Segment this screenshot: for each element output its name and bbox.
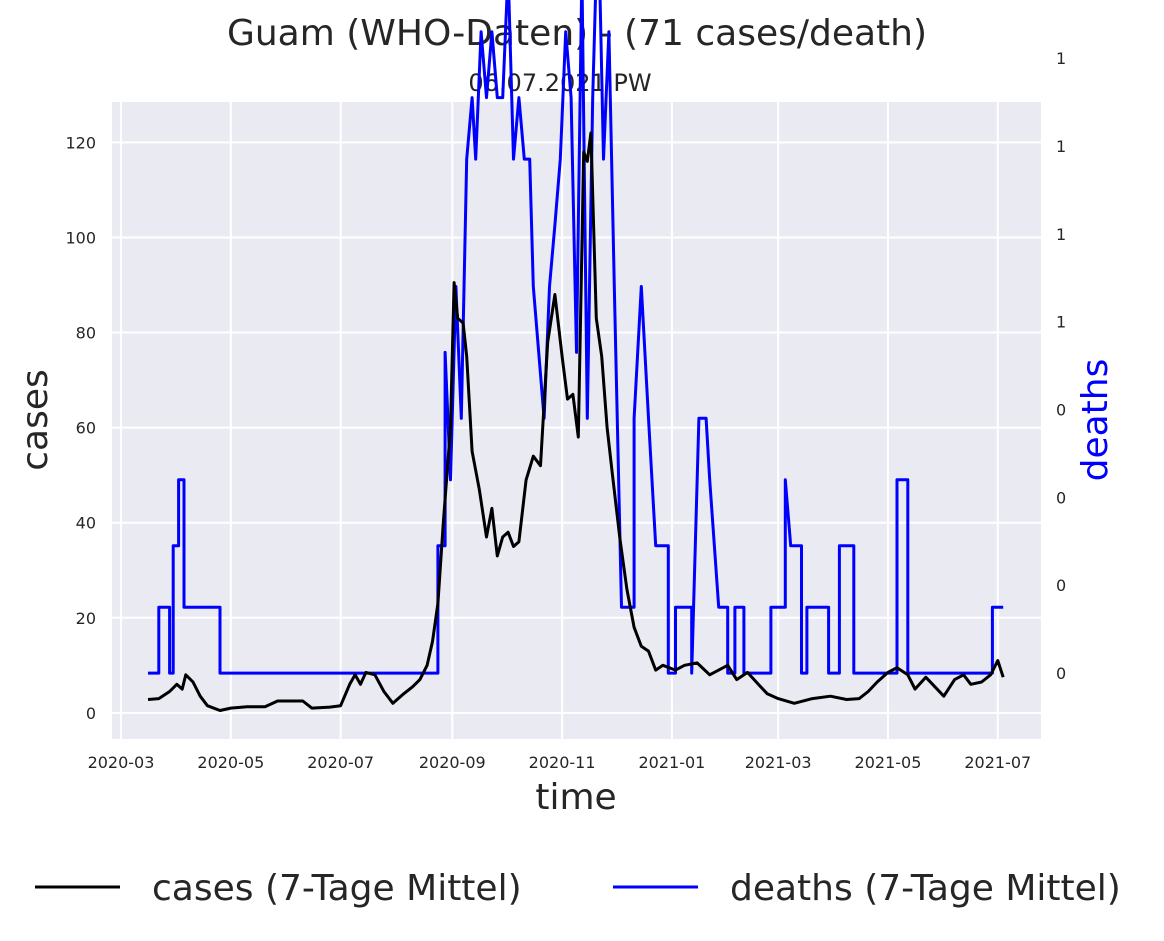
x-tick-label: 2021-03: [745, 753, 812, 772]
legend-label-cases: cases (7-Tage Mittel): [152, 868, 522, 909]
x-tick-label: 2021-05: [855, 753, 922, 772]
series-line-cases: [147, 131, 1005, 712]
y-tick-label: 20: [76, 609, 96, 628]
y-right-tick-label: 1: [1056, 137, 1066, 156]
x-tick-label: 2021-07: [964, 753, 1031, 772]
y-axis-label: cases: [15, 369, 56, 471]
x-tick-label: 2020-09: [419, 753, 486, 772]
y-right-axis-label: deaths: [1075, 359, 1116, 482]
grid-lines: [112, 102, 1041, 739]
y-tick-label: 0: [86, 704, 96, 723]
y-tick-label: 60: [76, 419, 96, 438]
y-tick-labels: 0 20 40 60 80 100 120: [65, 133, 96, 722]
y-right-tick-label: 0: [1056, 488, 1066, 507]
x-tick-label: 2020-07: [307, 753, 374, 772]
y-tick-label: 100: [65, 228, 96, 247]
series-layer: [147, 0, 1005, 712]
chart-title: Guam (WHO-Daten) - (71 cases/death): [227, 13, 927, 54]
y-right-tick-label: 0: [1056, 401, 1066, 420]
x-axis-label: time: [535, 777, 616, 818]
y-right-tick-label: 0: [1056, 664, 1066, 683]
x-tick-label: 2021-01: [638, 753, 705, 772]
x-tick-label: 2020-03: [88, 753, 155, 772]
y-right-tick-labels: 0 0 0 0 1 1 1 1: [1056, 49, 1066, 683]
x-tick-label: 2020-05: [197, 753, 264, 772]
legend-label-deaths: deaths (7-Tage Mittel): [730, 868, 1121, 909]
y-right-tick-label: 1: [1056, 225, 1066, 244]
x-tick-label: 2020-11: [529, 753, 596, 772]
y-right-tick-label: 1: [1056, 313, 1066, 332]
x-tick-labels: 2020-03 2020-05 2020-07 2020-09 2020-11 2021-…: [88, 753, 1032, 772]
y-right-tick-label: 1: [1056, 49, 1066, 68]
y-tick-label: 120: [65, 133, 96, 152]
legend: cases (7-Tage Mittel) deaths (7-Tage Mit…: [35, 868, 1121, 909]
chart-subtitle: 06.07.2021 PW: [468, 69, 651, 97]
y-tick-label: 40: [76, 514, 96, 533]
y-right-tick-label: 0: [1056, 576, 1066, 595]
y-tick-label: 80: [76, 324, 96, 343]
